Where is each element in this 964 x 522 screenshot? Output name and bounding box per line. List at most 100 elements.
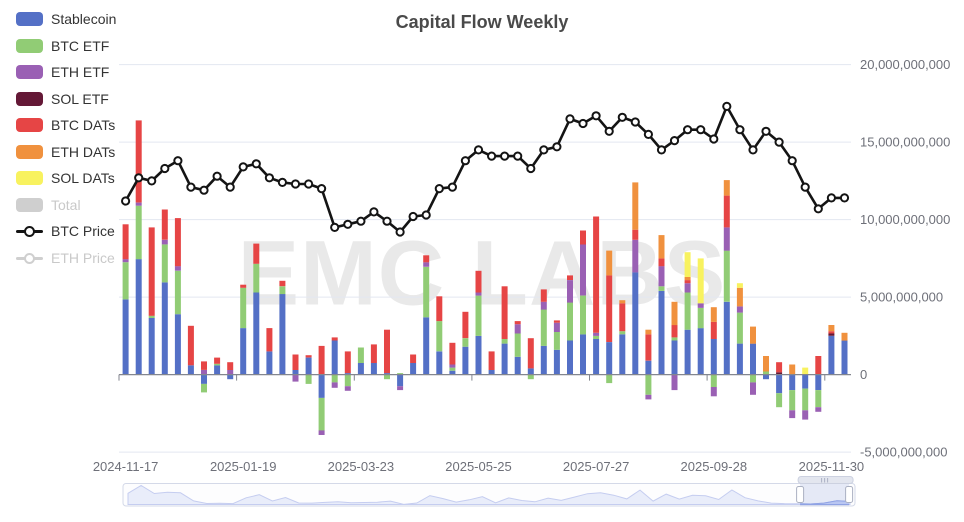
bar-segment-btc-dats[interactable] [214, 357, 221, 364]
btc-price-point[interactable] [774, 137, 784, 147]
bar-segment-btc-etf[interactable] [305, 374, 312, 384]
btc-price-point[interactable] [186, 182, 196, 192]
bar-segment-stablecoin[interactable] [606, 342, 613, 375]
bar-segment-eth-etf[interactable] [318, 430, 325, 435]
btc-price-point[interactable] [500, 151, 510, 161]
bar-segment-btc-etf[interactable] [475, 295, 482, 336]
bar-segment-btc-etf[interactable] [736, 312, 743, 344]
btc-price-point[interactable] [565, 114, 575, 124]
bar-segment-btc-etf[interactable] [214, 363, 221, 366]
bar-segment-btc-dats[interactable] [553, 320, 560, 323]
bar-segment-stablecoin[interactable] [161, 282, 168, 375]
bar-segment-eth-etf[interactable] [593, 332, 600, 336]
bar-segment-btc-dats[interactable] [776, 362, 783, 373]
bar-segment-stablecoin[interactable] [423, 317, 430, 375]
bar-segment-stablecoin[interactable] [540, 345, 547, 375]
btc-price-point[interactable] [513, 151, 523, 161]
legend-item-btc-price[interactable]: BTC Price [16, 224, 116, 238]
bar-segment-btc-etf[interactable] [436, 321, 443, 352]
btc-price-point[interactable] [212, 171, 222, 181]
bar-segment-eth-etf[interactable] [344, 386, 351, 391]
bar-segment-stablecoin[interactable] [344, 373, 351, 375]
bar-segment-btc-dats[interactable] [279, 280, 286, 287]
bar-segment-stablecoin[interactable] [397, 374, 404, 387]
btc-price-point[interactable] [147, 176, 157, 186]
bar-segment-stablecoin[interactable] [527, 368, 534, 375]
btc-price-point[interactable] [369, 207, 379, 217]
btc-price-point[interactable] [473, 145, 484, 155]
btc-price-point[interactable] [591, 111, 601, 121]
bar-segment-btc-etf[interactable] [449, 367, 456, 371]
btc-price-point[interactable] [630, 117, 640, 127]
bar-segment-btc-dats[interactable] [593, 216, 600, 333]
bar-segment-btc-dats[interactable] [527, 338, 534, 369]
bar-segment-stablecoin[interactable] [357, 363, 364, 375]
btc-price-point[interactable] [460, 156, 470, 166]
bar-segment-btc-etf[interactable] [750, 374, 756, 383]
bar-segment-stablecoin[interactable] [370, 363, 377, 375]
btc-price-point[interactable] [408, 211, 418, 222]
bar-segment-stablecoin[interactable] [763, 374, 769, 380]
bar-segment-btc-etf[interactable] [802, 388, 809, 411]
bar-segment-stablecoin[interactable] [828, 335, 835, 375]
btc-price-point[interactable] [434, 184, 444, 194]
legend-item-eth-price[interactable]: ETH Price [16, 251, 116, 265]
bar-segment-eth-etf[interactable] [750, 382, 756, 395]
bar-segment-eth-dats[interactable] [632, 182, 639, 230]
bar-segment-btc-dats[interactable] [161, 209, 168, 240]
btc-price-point[interactable] [696, 125, 706, 135]
btc-price-point[interactable] [277, 177, 287, 187]
bar-segment-btc-etf[interactable] [514, 333, 521, 357]
datazoom-move-handle[interactable] [797, 476, 854, 484]
bar-segment-stablecoin[interactable] [449, 370, 456, 375]
bar-segment-btc-etf[interactable] [658, 286, 665, 291]
btc-price-point[interactable] [539, 145, 549, 155]
bar-segment-sol-etf[interactable] [776, 372, 783, 375]
btc-price-point[interactable] [604, 126, 614, 136]
bar-segment-stablecoin[interactable] [789, 374, 796, 391]
legend-item-btc-dats[interactable]: BTC DATs [16, 118, 116, 132]
bar-segment-stablecoin[interactable] [318, 374, 325, 398]
bar-segment-eth-etf[interactable] [201, 370, 207, 375]
bar-segment-btc-dats[interactable] [201, 361, 207, 370]
bar-segment-btc-dats[interactable] [318, 345, 325, 375]
btc-price-point[interactable] [839, 193, 850, 203]
bar-segment-btc-etf[interactable] [645, 374, 652, 395]
bar-segment-stablecoin[interactable] [841, 340, 848, 375]
bar-segment-eth-etf[interactable] [815, 407, 822, 412]
bar-segment-btc-dats[interactable] [292, 354, 299, 371]
btc-price-point[interactable] [330, 222, 340, 232]
bar-segment-btc-dats[interactable] [135, 120, 142, 203]
bar-segment-btc-etf[interactable] [148, 315, 155, 318]
bar-segment-btc-dats[interactable] [632, 229, 639, 240]
bar-segment-btc-dats[interactable] [462, 311, 469, 339]
btc-price-point[interactable] [238, 162, 248, 172]
bar-segment-eth-dats[interactable] [841, 332, 848, 341]
bar-segment-eth-etf[interactable] [227, 370, 234, 375]
bar-segment-btc-etf[interactable] [789, 390, 796, 411]
bar-segment-stablecoin[interactable] [619, 334, 626, 375]
bar-segment-stablecoin[interactable] [279, 294, 286, 375]
bar-segment-btc-dats[interactable] [174, 218, 181, 267]
btc-price-point[interactable] [813, 204, 823, 214]
btc-price-point[interactable] [787, 156, 797, 166]
bar-segment-stablecoin[interactable] [305, 357, 312, 375]
bar-segment-stablecoin[interactable] [750, 343, 756, 375]
bar-segment-btc-dats[interactable] [645, 334, 652, 361]
bar-segment-btc-dats[interactable] [619, 303, 626, 332]
bar-segment-btc-dats[interactable] [370, 344, 377, 363]
bar-segment-btc-etf[interactable] [423, 266, 430, 318]
bar-segment-btc-dats[interactable] [436, 296, 443, 322]
bar-segment-btc-dats[interactable] [828, 331, 835, 334]
datazoom-handle-right[interactable] [845, 486, 854, 503]
bar-segment-stablecoin[interactable] [684, 329, 691, 375]
bar-segment-btc-etf[interactable] [174, 270, 181, 315]
bar-segment-eth-etf[interactable] [423, 262, 430, 267]
bar-segment-btc-dats[interactable] [331, 337, 338, 341]
bar-segment-btc-etf[interactable] [567, 302, 573, 341]
bar-segment-btc-etf[interactable] [331, 374, 338, 383]
bar-segment-stablecoin[interactable] [475, 335, 482, 375]
bar-segment-sol-etf[interactable] [828, 333, 835, 336]
bar-segment-btc-dats[interactable] [501, 286, 508, 339]
bar-segment-btc-dats[interactable] [475, 270, 482, 293]
